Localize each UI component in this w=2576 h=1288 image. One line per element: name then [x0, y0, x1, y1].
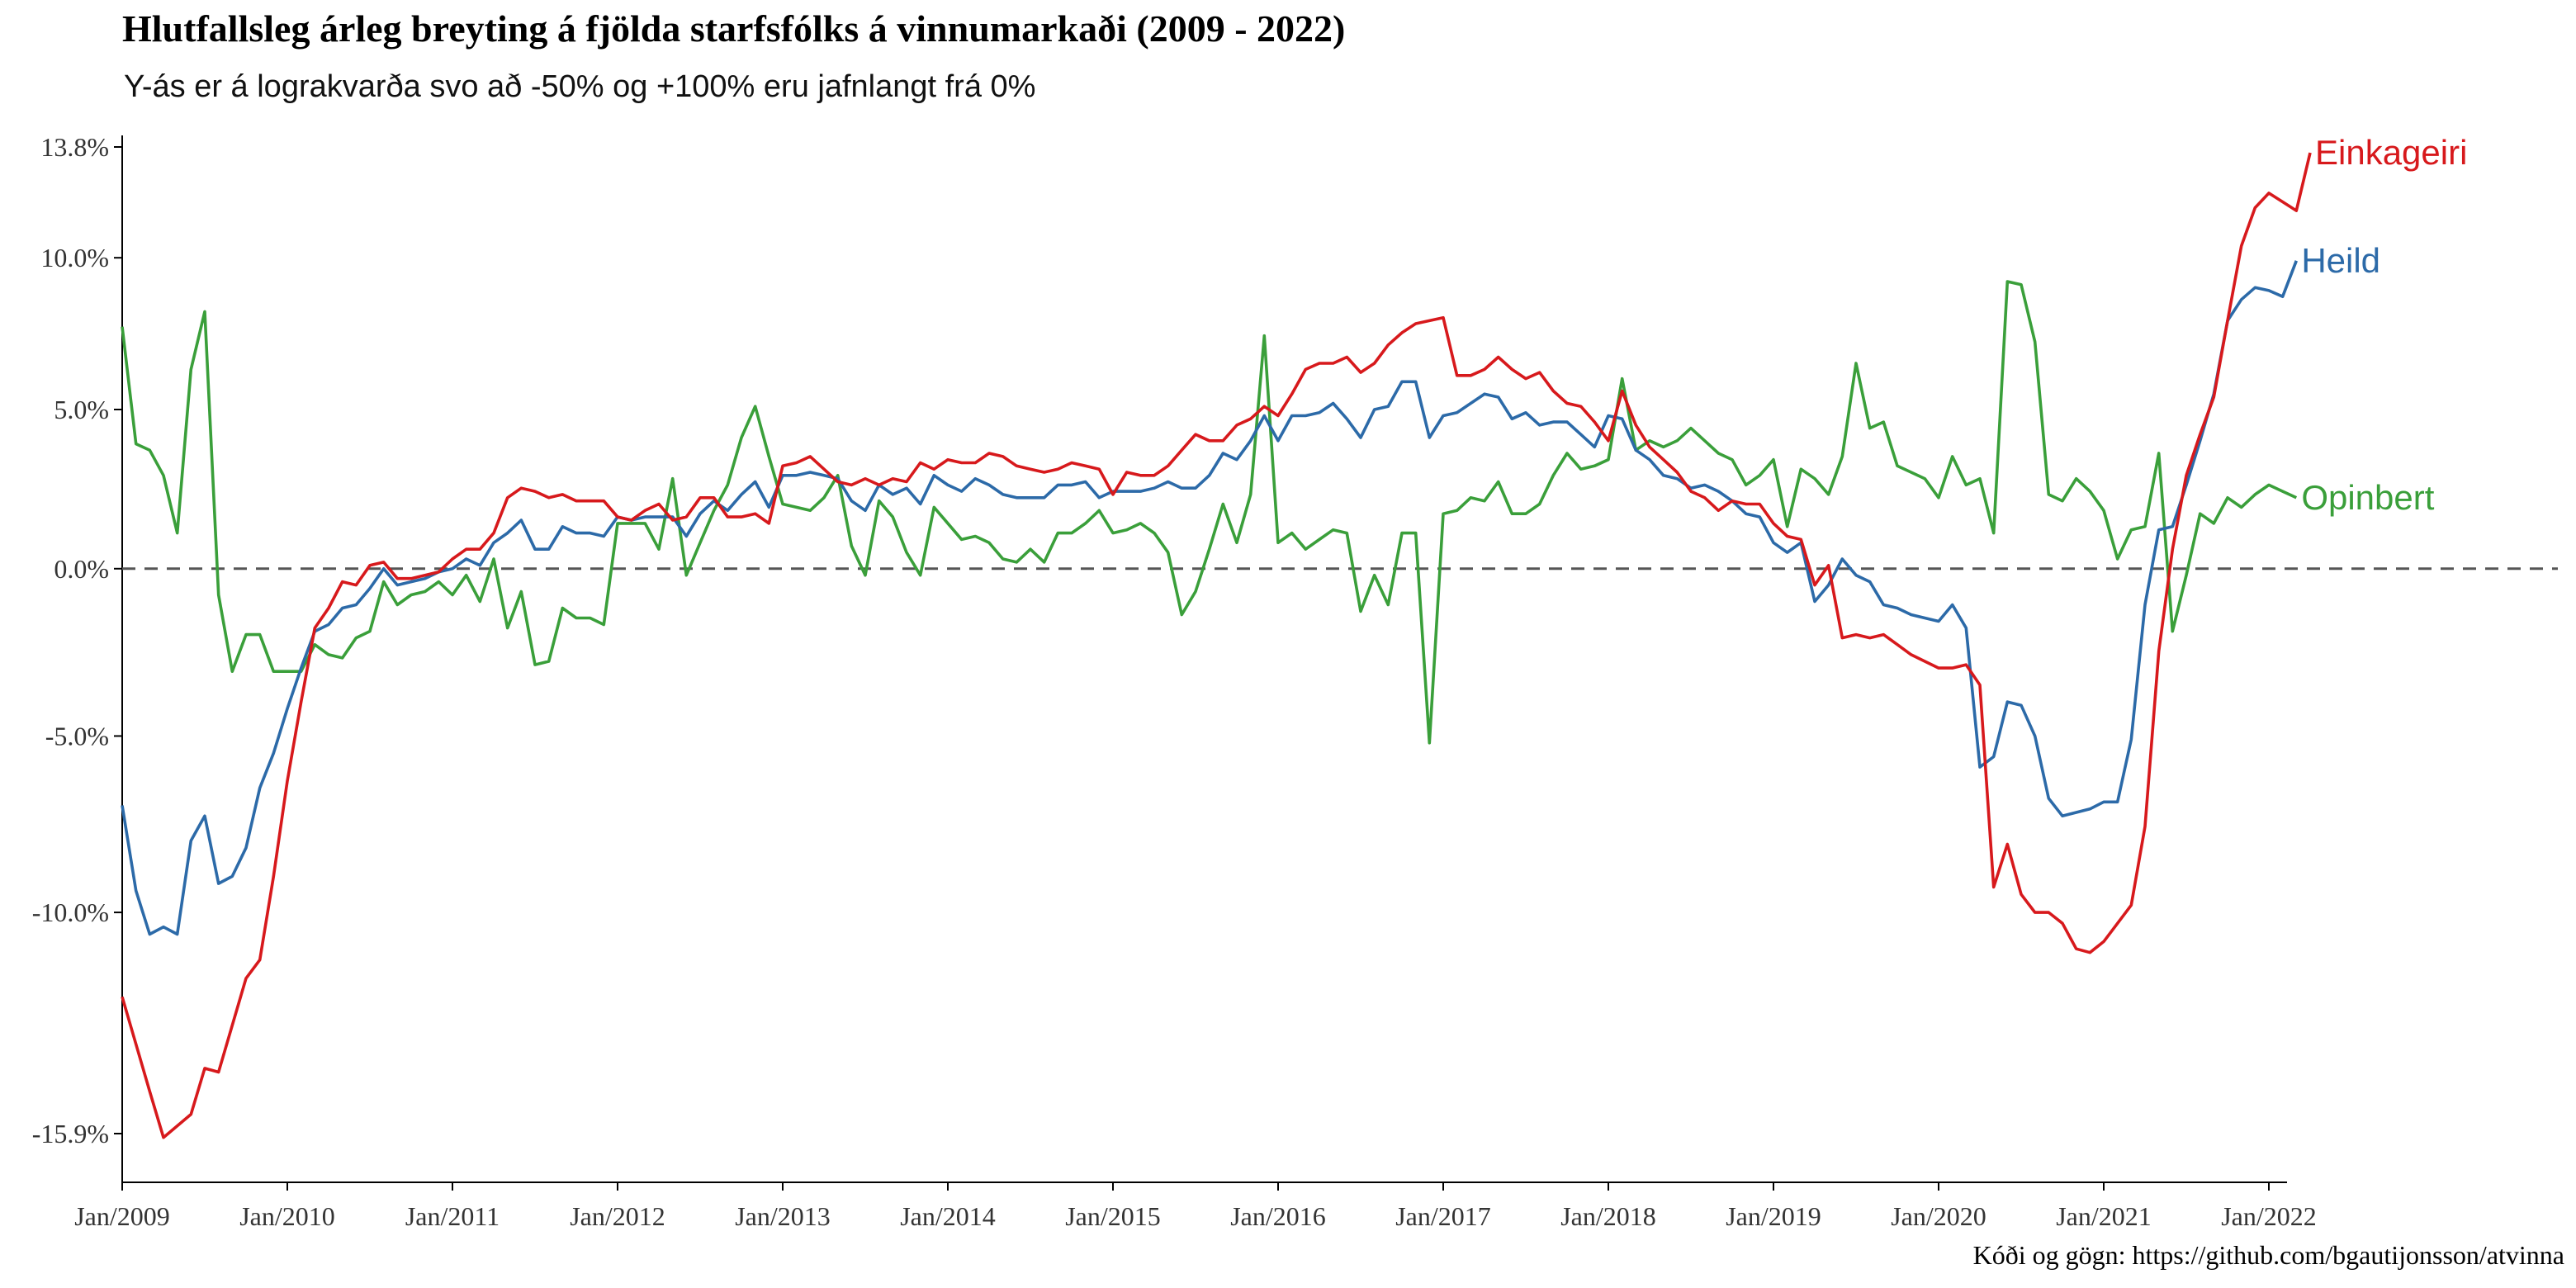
- x-tick-label: Jan/2012: [570, 1201, 665, 1231]
- series-label-opinbert: Opinbert: [2301, 478, 2434, 517]
- x-tick-label: Jan/2017: [1395, 1201, 1491, 1231]
- series-line-opinbert: [121, 280, 2298, 745]
- y-tick-label: 10.0%: [40, 243, 109, 272]
- x-tick-label: Jan/2011: [405, 1201, 500, 1231]
- x-tick-label: Jan/2021: [2056, 1201, 2152, 1231]
- x-tick-label: Jan/2016: [1230, 1201, 1326, 1231]
- x-tick-label: Jan/2010: [239, 1201, 335, 1231]
- y-tick-label: -15.9%: [32, 1119, 109, 1148]
- chart-title: Hlutfallsleg árleg breyting á fjölda sta…: [122, 7, 1346, 50]
- series-line-einkageiri: [121, 152, 2312, 1139]
- y-tick-label: 5.0%: [54, 395, 109, 424]
- x-tick-label: Jan/2013: [735, 1201, 831, 1231]
- x-tick-label: Jan/2009: [74, 1201, 170, 1231]
- y-tick-label: 0.0%: [54, 554, 109, 584]
- x-tick-label: Jan/2018: [1560, 1201, 1656, 1231]
- chart-subtitle: Y-ás er á lograkvarða svo að -50% og +10…: [124, 69, 1036, 104]
- x-tick-label: Jan/2015: [1065, 1201, 1161, 1231]
- chart-caption: Kóði og gögn: https://github.com/bgautij…: [1972, 1240, 2564, 1270]
- x-tick-label: Jan/2014: [900, 1201, 996, 1231]
- y-tick-label: 13.8%: [40, 132, 109, 162]
- y-tick-label: -5.0%: [45, 721, 109, 751]
- x-tick-label: Jan/2019: [1726, 1201, 1821, 1231]
- y-tick-label: -10.0%: [32, 897, 109, 927]
- series-label-einkageiri: Einkageiri: [2315, 133, 2467, 172]
- series-label-heild: Heild: [2301, 241, 2380, 280]
- series-line-heild: [121, 260, 2298, 936]
- x-tick-label: Jan/2020: [1891, 1201, 1986, 1231]
- x-tick-label: Jan/2022: [2221, 1201, 2317, 1231]
